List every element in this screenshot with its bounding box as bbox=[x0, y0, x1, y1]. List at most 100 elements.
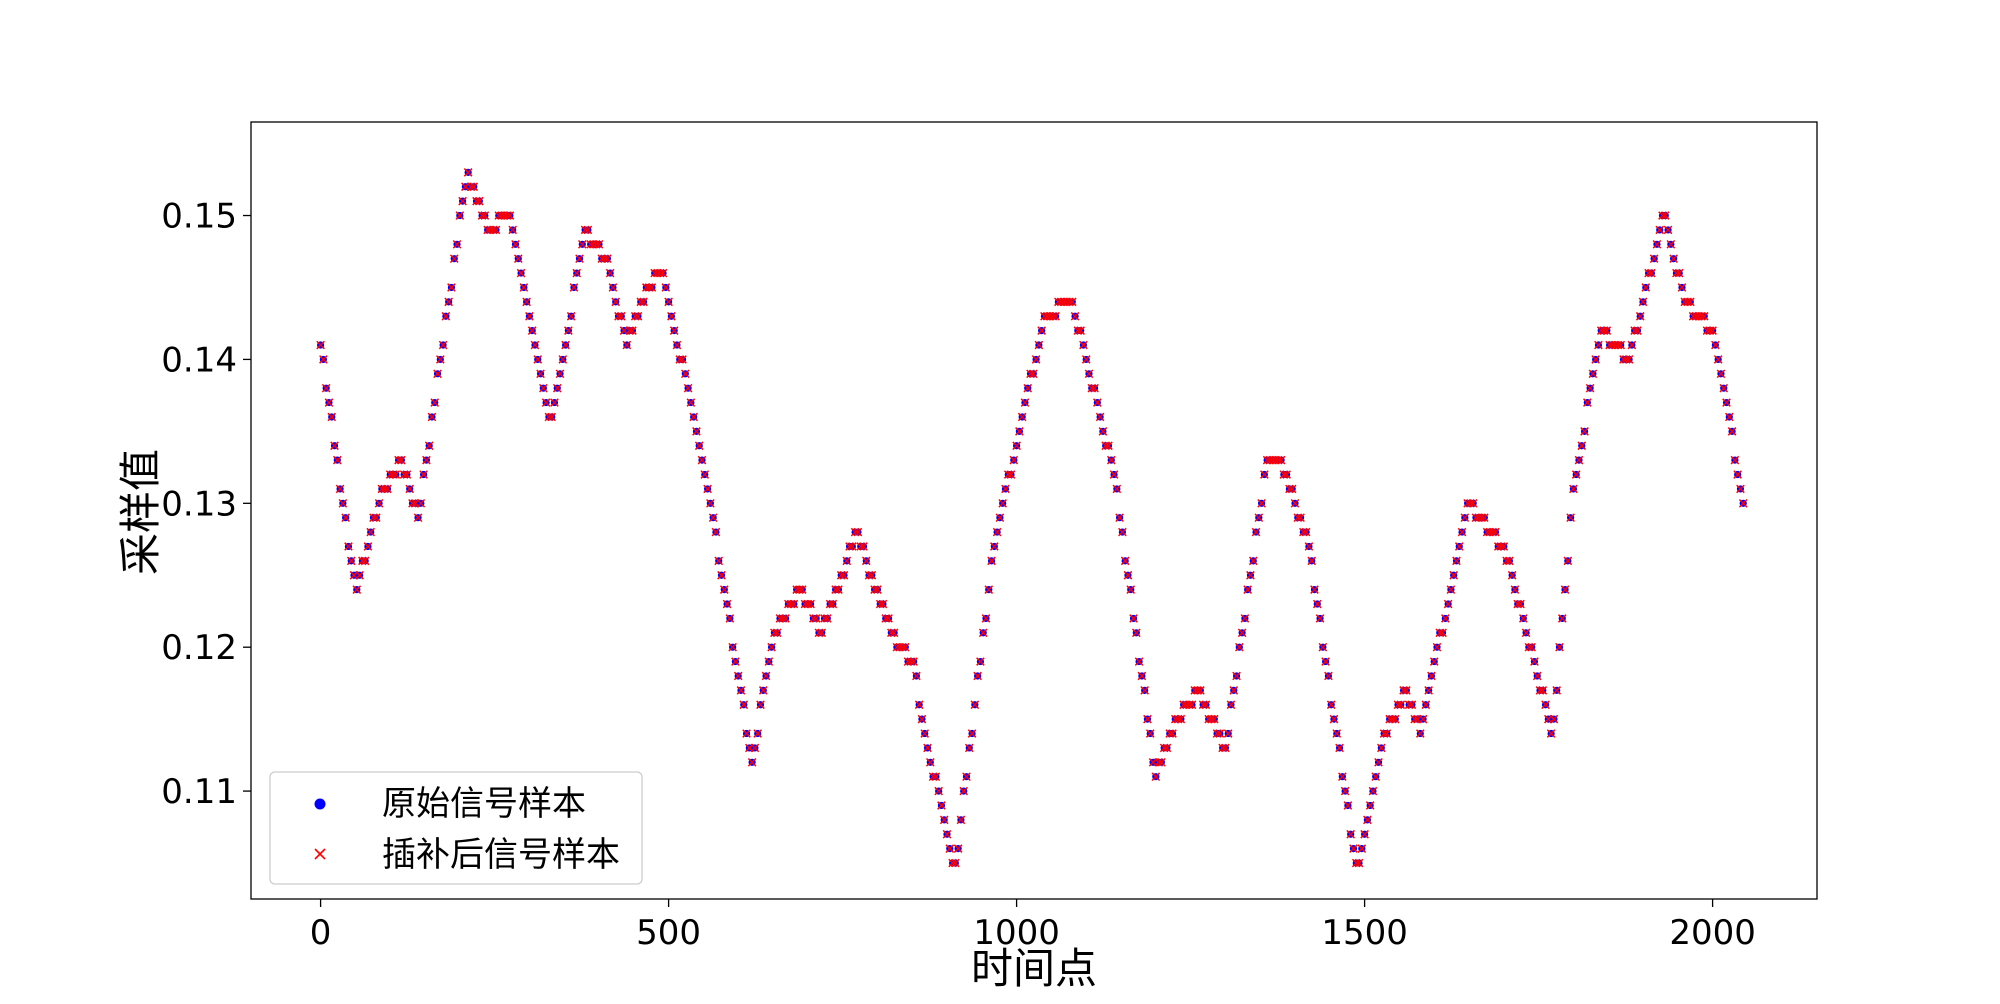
interpolated-sample-point bbox=[1129, 614, 1138, 623]
interpolated-sample-point bbox=[575, 254, 584, 264]
interpolated-sample-point bbox=[1240, 614, 1250, 623]
interpolated-sample-point bbox=[1708, 326, 1717, 335]
interpolated-sample-point bbox=[680, 369, 690, 379]
y-axis-label: 采样值 bbox=[116, 449, 165, 575]
interpolated-sample-point bbox=[711, 527, 721, 537]
interpolated-sample-point bbox=[1159, 743, 1169, 753]
interpolated-sample-point bbox=[1530, 657, 1539, 666]
interpolated-sample-point bbox=[708, 513, 718, 523]
interpolated-sample-point bbox=[1196, 686, 1205, 695]
interpolated-sample-point bbox=[399, 470, 409, 479]
interpolated-sample-point bbox=[1079, 340, 1088, 350]
interpolated-sample-point bbox=[722, 599, 732, 609]
y-tick-label: 0.14 bbox=[161, 340, 237, 380]
interpolated-sample-point bbox=[1257, 498, 1266, 508]
interpolated-sample-point bbox=[422, 455, 431, 465]
interpolated-sample-point bbox=[1582, 398, 1592, 407]
interpolated-sample-point bbox=[572, 268, 582, 278]
interpolated-sample-point bbox=[577, 239, 587, 249]
interpolated-sample-point bbox=[511, 239, 520, 249]
interpolated-sample-point bbox=[886, 628, 896, 638]
interpolated-sample-point bbox=[1382, 729, 1392, 738]
interpolated-sample-point bbox=[1087, 383, 1097, 393]
interpolated-sample-point bbox=[825, 599, 835, 609]
interpolated-sample-point bbox=[555, 369, 565, 379]
interpolated-sample-point bbox=[321, 383, 331, 393]
interpolated-sample-point bbox=[1683, 297, 1692, 307]
interpolated-sample-point bbox=[1095, 412, 1105, 422]
interpolated-sample-point bbox=[964, 743, 974, 753]
interpolated-sample-point bbox=[430, 398, 440, 407]
interpolated-sample-point bbox=[1246, 570, 1255, 580]
interpolated-sample-point bbox=[344, 542, 353, 551]
interpolated-sample-point bbox=[1120, 556, 1130, 566]
interpolated-sample-point bbox=[828, 599, 838, 609]
y-tick-label: 0.13 bbox=[161, 484, 237, 524]
interpolated-sample-point bbox=[861, 556, 871, 566]
interpolated-sample-point bbox=[1518, 614, 1528, 623]
interpolated-sample-point bbox=[552, 383, 562, 393]
interpolated-sample-point bbox=[987, 556, 996, 566]
interpolated-sample-point bbox=[1621, 355, 1631, 364]
interpolated-sample-point bbox=[335, 484, 345, 494]
interpolated-sample-point bbox=[667, 311, 676, 321]
interpolated-sample-point bbox=[1376, 743, 1386, 753]
interpolated-sample-point bbox=[1346, 829, 1356, 839]
interpolated-sample-point bbox=[536, 369, 545, 379]
interpolated-sample-point bbox=[1251, 527, 1261, 537]
interpolated-sample-point bbox=[644, 283, 654, 292]
interpolated-sample-point bbox=[1560, 585, 1570, 594]
interpolated-sample-point bbox=[408, 498, 417, 508]
y-tick-label: 0.15 bbox=[161, 197, 237, 237]
interpolated-sample-point bbox=[1535, 686, 1545, 695]
interpolated-sample-point bbox=[419, 470, 428, 479]
interpolated-sample-point bbox=[1672, 268, 1681, 278]
interpolated-sample-point bbox=[1571, 470, 1581, 479]
interpolated-sample-point bbox=[884, 614, 893, 623]
interpolated-sample-point bbox=[1115, 513, 1124, 523]
interpolated-sample-point bbox=[1644, 268, 1653, 278]
interpolated-sample-point bbox=[1669, 254, 1678, 264]
interpolated-sample-point bbox=[1730, 455, 1740, 465]
legend-box bbox=[269, 771, 643, 885]
interpolated-sample-point bbox=[678, 355, 687, 364]
interpolated-sample-point bbox=[1340, 786, 1350, 796]
x-tick-label: 0 bbox=[310, 913, 332, 953]
interpolated-sample-point bbox=[909, 657, 918, 666]
interpolated-sample-point bbox=[951, 858, 960, 868]
interpolated-sample-point bbox=[1109, 470, 1119, 479]
interpolated-sample-point bbox=[1081, 355, 1091, 364]
interpolated-sample-point bbox=[1003, 470, 1013, 479]
interpolated-sample-point bbox=[697, 455, 707, 465]
interpolated-sample-point bbox=[1067, 297, 1077, 307]
interpolated-sample-point bbox=[1173, 714, 1183, 724]
interpolated-sample-point bbox=[898, 642, 907, 652]
interpolated-sample-point bbox=[433, 369, 442, 379]
interpolated-sample-point bbox=[1023, 383, 1033, 393]
interpolated-sample-point bbox=[683, 383, 693, 393]
interpolated-sample-point bbox=[1084, 369, 1094, 379]
interpolated-sample-point bbox=[1329, 714, 1339, 724]
interpolated-sample-point bbox=[664, 297, 673, 307]
interpolated-sample-point bbox=[658, 268, 668, 278]
interpolated-sample-point bbox=[374, 498, 384, 508]
interpolated-sample-point bbox=[1326, 700, 1336, 710]
interpolated-sample-point bbox=[1137, 671, 1147, 681]
interpolated-sample-point bbox=[522, 297, 531, 307]
interpolated-sample-point bbox=[1666, 239, 1676, 249]
interpolated-sample-point bbox=[981, 614, 991, 623]
interpolated-sample-point bbox=[1151, 772, 1161, 782]
interpolated-sample-point bbox=[870, 585, 879, 594]
interpolated-sample-point bbox=[1647, 268, 1656, 278]
interpolated-sample-point bbox=[770, 628, 779, 638]
interpolated-sample-point bbox=[906, 657, 916, 666]
interpolated-sample-point bbox=[1580, 427, 1589, 436]
interpolated-sample-point bbox=[1424, 686, 1433, 695]
interpolated-sample-point bbox=[1421, 700, 1431, 710]
interpolated-sample-point bbox=[1226, 700, 1236, 710]
interpolated-sample-point bbox=[1446, 585, 1456, 594]
interpolated-sample-point bbox=[591, 239, 601, 249]
interpolated-sample-point bbox=[1716, 369, 1726, 379]
interpolated-sample-point bbox=[1379, 729, 1389, 738]
interpolated-sample-point bbox=[1435, 628, 1445, 638]
